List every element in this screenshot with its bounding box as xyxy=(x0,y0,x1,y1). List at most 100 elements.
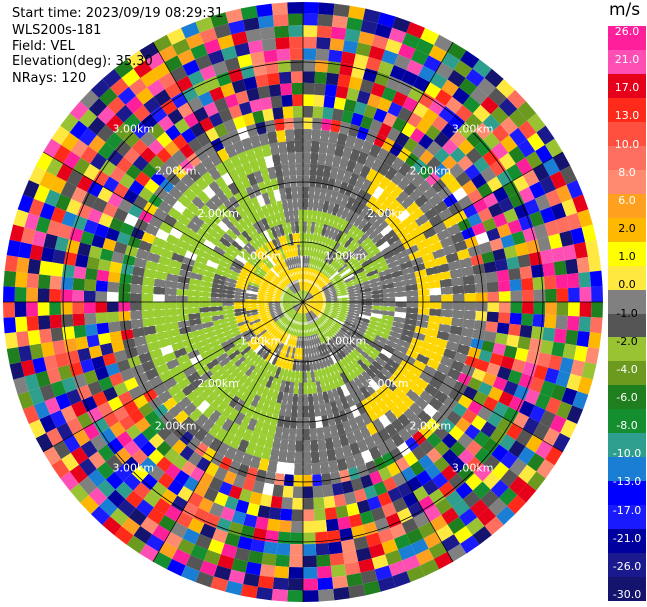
ppi-cell xyxy=(26,273,40,289)
ppi-cell xyxy=(355,42,372,57)
ppi-cell xyxy=(235,90,250,105)
ppi-cell xyxy=(319,277,329,287)
ppi-cell xyxy=(576,330,590,348)
ppi-cell xyxy=(119,320,133,331)
ppi-cell xyxy=(184,343,198,354)
ppi-cell xyxy=(425,328,439,338)
ppi-cell xyxy=(286,258,293,270)
ppi-cell xyxy=(441,534,461,552)
ppi-cell xyxy=(238,488,253,503)
ppi-cell xyxy=(72,302,85,315)
ppi-cell xyxy=(153,551,173,570)
ppi-cell xyxy=(517,483,537,503)
ppi-cell xyxy=(176,239,190,251)
ppi-cell xyxy=(485,271,499,283)
ppi-cell xyxy=(260,422,271,436)
ppi-cell xyxy=(349,302,361,306)
ppi-cell xyxy=(203,353,216,365)
ppi-cell xyxy=(218,387,231,401)
colorbar-tick: 17.0 xyxy=(614,81,640,95)
ppi-cell xyxy=(329,322,341,332)
ppi-cell xyxy=(322,106,334,120)
ppi-cell xyxy=(232,140,246,155)
ppi-cell xyxy=(426,233,441,246)
ppi-cell xyxy=(418,454,434,471)
ppi-cell xyxy=(281,273,290,285)
ppi-cell xyxy=(311,381,318,394)
ppi-cell xyxy=(286,334,293,346)
ppi-cell xyxy=(498,98,518,117)
ppi-cell xyxy=(329,166,339,180)
ppi-cell xyxy=(233,411,246,426)
ppi-cell xyxy=(530,264,544,278)
ppi-cell xyxy=(3,270,17,287)
ppi-cell xyxy=(410,207,425,221)
ppi-cell xyxy=(226,323,239,331)
ppi-cell xyxy=(293,335,298,348)
ppi-cell xyxy=(415,38,434,56)
ppi-cell xyxy=(270,365,279,378)
ppi-cell xyxy=(303,186,310,199)
ray-gap xyxy=(311,319,385,463)
ppi-cell xyxy=(200,204,214,218)
ppi-cell xyxy=(382,396,396,410)
ppi-cell xyxy=(176,314,190,322)
ppi-cell xyxy=(294,293,303,302)
ppi-cell xyxy=(450,359,465,373)
ppi-cell xyxy=(376,264,390,274)
ppi-cell xyxy=(264,155,275,169)
ppi-cell xyxy=(256,396,266,410)
ppi-cell xyxy=(423,55,442,73)
ppi-cell xyxy=(322,312,334,320)
ppi-cell xyxy=(102,516,122,536)
ppi-cell xyxy=(360,19,378,35)
ppi-cell xyxy=(285,286,295,295)
ppi-cell xyxy=(448,113,466,131)
ppi-cell xyxy=(391,171,405,186)
ppi-cell xyxy=(284,258,291,271)
ppi-cell xyxy=(324,366,332,379)
ppi-cell xyxy=(97,332,112,346)
ppi-cell xyxy=(382,287,395,294)
ppi-cell xyxy=(279,275,289,285)
ppi-cell xyxy=(243,572,260,587)
ppi-cell xyxy=(477,507,497,527)
ppi-cell xyxy=(364,382,376,396)
ppi-cell xyxy=(86,334,100,348)
ppi-cell xyxy=(517,336,531,350)
ppi-cell xyxy=(312,106,324,119)
ppi-cell xyxy=(291,302,303,306)
ppi-cell xyxy=(282,247,289,259)
ppi-cell xyxy=(353,214,365,228)
ppi-cell xyxy=(109,421,126,438)
ppi-cell xyxy=(69,120,88,140)
ppi-cell xyxy=(250,394,261,408)
ppi-cell xyxy=(313,404,322,417)
ppi-cell xyxy=(532,163,550,182)
ppi-cell xyxy=(522,169,540,187)
ppi-cell xyxy=(406,289,419,297)
colorbar-tick: -4.0 xyxy=(616,362,638,376)
ppi-cell xyxy=(290,221,296,234)
ppi-cell xyxy=(550,384,567,402)
ppi-cell xyxy=(224,532,241,548)
ppi-cell xyxy=(158,72,177,90)
ppi-cell xyxy=(190,323,203,332)
ppi-cell xyxy=(314,345,321,358)
ppi-cell xyxy=(83,369,99,385)
ppi-cell xyxy=(63,434,81,453)
ppi-cell xyxy=(406,295,419,302)
ppi-cell xyxy=(37,315,51,330)
ppi-cell xyxy=(240,584,258,599)
ppi-cell xyxy=(390,353,403,365)
ppi-cell xyxy=(387,391,401,405)
ppi-cell xyxy=(348,172,360,187)
ppi-cell xyxy=(431,472,449,489)
ppi-cell xyxy=(529,405,546,423)
range-ring-label: 2.00km xyxy=(197,377,239,390)
ray-gap xyxy=(129,306,284,349)
ppi-cell xyxy=(351,244,364,256)
ppi-cell xyxy=(240,247,252,259)
ppi-cell xyxy=(261,398,271,412)
ppi-cell xyxy=(372,255,386,266)
